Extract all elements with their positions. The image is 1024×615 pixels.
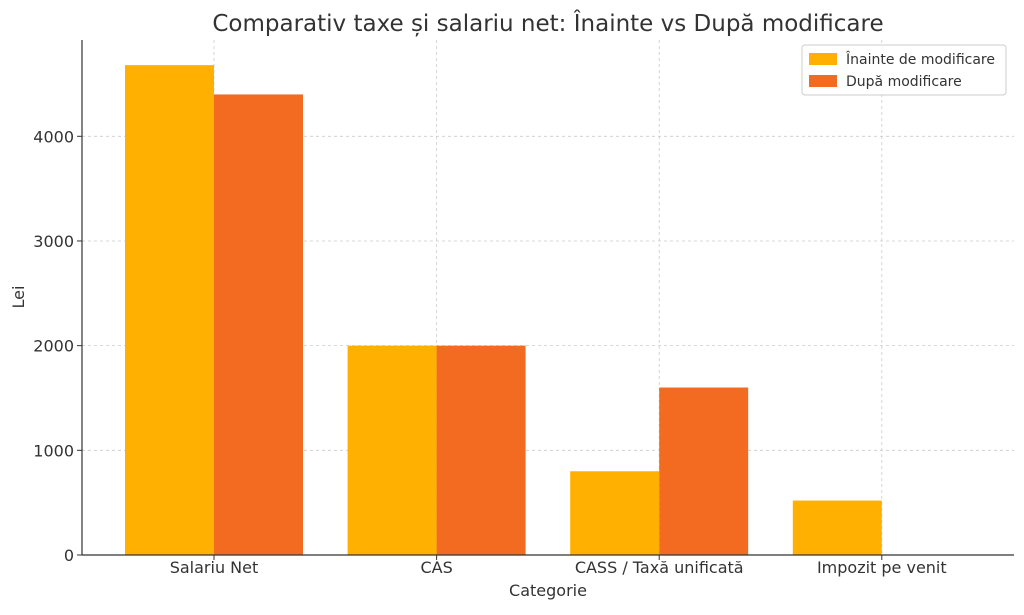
x-tick-label: Impozit pe venit	[817, 558, 947, 577]
legend-label-after: După modificare	[846, 74, 962, 90]
bar-after	[436, 345, 526, 555]
x-axis-label: Categorie	[509, 581, 587, 600]
legend: Înainte de modificare După modificare	[801, 44, 1007, 96]
bar-before	[570, 471, 660, 555]
y-tick-label: 3000	[33, 232, 74, 251]
bar-after	[214, 94, 303, 555]
y-axis-label: Lei	[9, 286, 28, 309]
y-tick-label: 1000	[33, 441, 74, 460]
legend-frame	[801, 44, 1007, 96]
legend-swatch-after	[809, 75, 837, 87]
x-tick-label: CAS	[420, 558, 452, 577]
bar-before	[347, 345, 437, 555]
bar-before	[125, 65, 214, 555]
x-tick-label: Salariu Net	[170, 558, 259, 577]
bar-after	[659, 387, 749, 555]
x-tick-label: CASS / Taxă unificată	[575, 558, 744, 577]
y-tick-label: 2000	[33, 337, 74, 356]
y-tick-label: 4000	[33, 127, 74, 146]
chart-title: Comparativ taxe și salariu net: Înainte …	[212, 9, 883, 37]
bar-before	[792, 500, 882, 555]
legend-label-before: Înainte de modificare	[845, 50, 995, 68]
axes-layer	[81, 40, 1014, 556]
ticks-layer: 0 1000 2000 3000 4000 Salariu Net CAS CASS / Ta…	[33, 127, 946, 577]
y-tick-label: 0	[64, 546, 74, 565]
bars-layer	[125, 65, 882, 555]
legend-swatch-before	[809, 53, 837, 65]
